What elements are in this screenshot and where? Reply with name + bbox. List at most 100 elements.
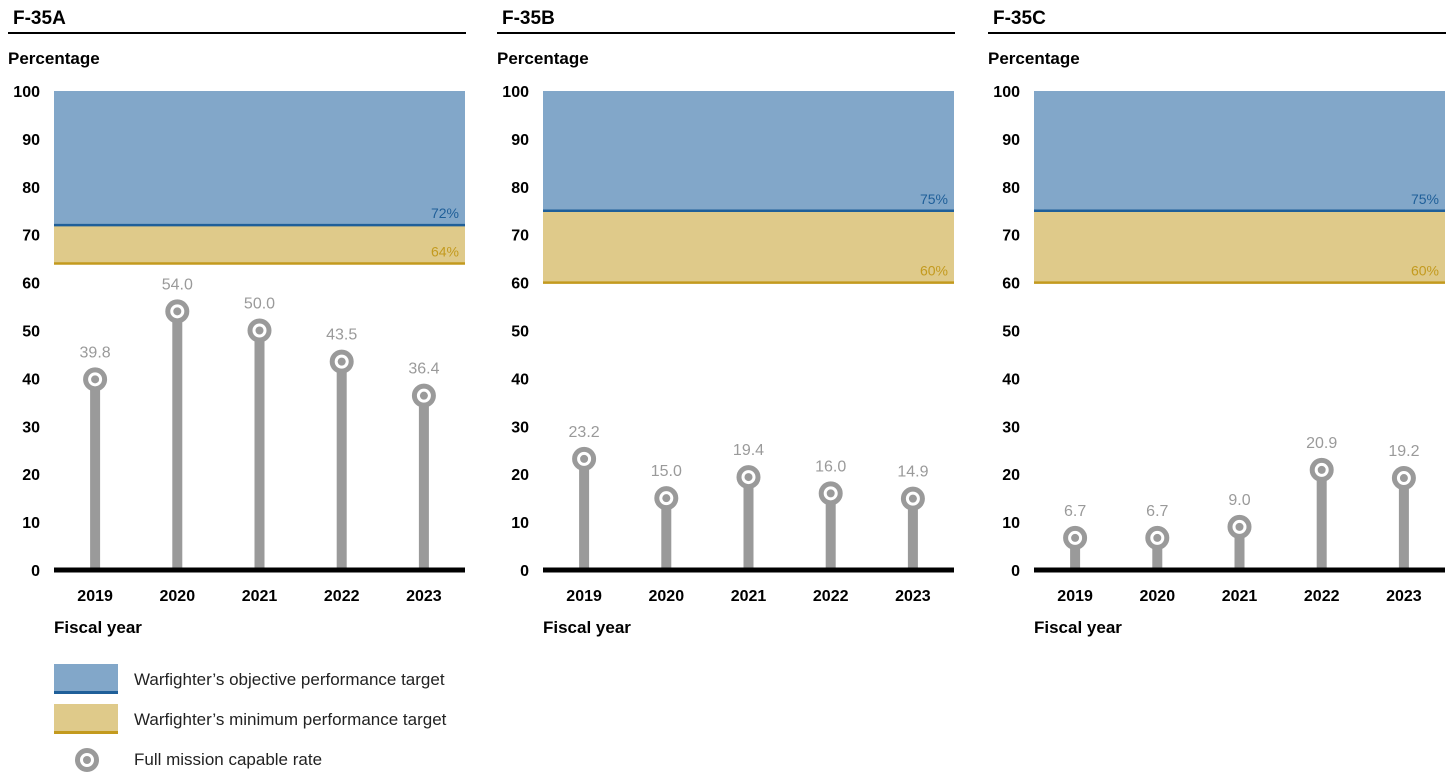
f-35a-y-tick-100: 100 <box>13 84 40 101</box>
legend: Warfighter’s objective performance targe… <box>54 664 554 784</box>
f-35b-y-tick-0: 0 <box>520 563 529 580</box>
f-35c-x-axis-title: Fiscal year <box>1034 618 1122 637</box>
f-35a-x-axis-title: Fiscal year <box>54 618 142 637</box>
f-35a-value-label-2019: 39.8 <box>80 344 111 361</box>
f-35a-title: F-35A <box>13 8 66 29</box>
f-35a-y-tick-50: 50 <box>22 324 40 341</box>
f-35a-marker-dot-2019 <box>91 375 100 384</box>
f-35a-objective-label: 72% <box>431 205 459 221</box>
f-35b-y-axis-title: Percentage <box>497 49 589 68</box>
f-35b-x-axis-title: Fiscal year <box>543 618 631 637</box>
f-35b-y-tick-50: 50 <box>511 324 529 341</box>
f-35a-objective-band <box>54 91 465 226</box>
f-35a-minimum-label: 64% <box>431 243 459 259</box>
f-35a-marker-dot-2021 <box>255 326 264 335</box>
f-35b-x-tick-2021: 2021 <box>731 588 767 605</box>
f-35c-objective-band <box>1034 91 1445 211</box>
f-35b-minimum-band <box>543 210 954 283</box>
f-35b-marker-dot-2020 <box>662 494 671 503</box>
f-35a-y-tick-0: 0 <box>31 563 40 580</box>
f-35c-objective-label: 75% <box>1411 191 1439 207</box>
f-35c-minimum-label: 60% <box>1411 263 1439 279</box>
f-35c-y-tick-80: 80 <box>1002 180 1020 197</box>
f-35c-marker-dot-2022 <box>1317 465 1326 474</box>
legend-item-fmc: Full mission capable rate <box>54 744 554 784</box>
f-35c-y-tick-60: 60 <box>1002 276 1020 293</box>
f-35b-value-label-2019: 23.2 <box>569 424 600 441</box>
f-35c-value-label-2021: 9.0 <box>1228 492 1250 509</box>
f-35c-marker-dot-2019 <box>1071 533 1080 542</box>
f-35a-marker-dot-2022 <box>337 357 346 366</box>
f-35c-y-tick-30: 30 <box>1002 419 1020 436</box>
f-35a-y-tick-70: 70 <box>22 228 40 245</box>
f-35c-y-tick-20: 20 <box>1002 467 1020 484</box>
f-35b-objective-label: 75% <box>920 191 948 207</box>
charts-container: F-35A Percentage 72% 64% 0 10 20 30 40 50 60 70 80 90… <box>8 8 1446 637</box>
f-35b-y-tick-30: 30 <box>511 419 529 436</box>
f-35c-value-label-2019: 6.7 <box>1064 503 1086 520</box>
f-35c-marker-dot-2021 <box>1235 522 1244 531</box>
f-35c-y-tick-100: 100 <box>993 84 1020 101</box>
f-35b-x-tick-2020: 2020 <box>649 588 685 605</box>
f-35a-value-label-2023: 36.4 <box>408 361 439 378</box>
f-35c-value-label-2023: 19.2 <box>1388 443 1419 460</box>
f-35b-x-tick-2022: 2022 <box>813 588 849 605</box>
f-35b-marker-dot-2023 <box>908 494 917 503</box>
f-35c-x-tick-2023: 2023 <box>1386 588 1422 605</box>
f-35b-y-tick-70: 70 <box>511 228 529 245</box>
f-35b-y-tick-20: 20 <box>511 467 529 484</box>
f-35c-x-tick-2020: 2020 <box>1140 588 1176 605</box>
f-35a-x-tick-2021: 2021 <box>242 588 278 605</box>
minimum-target-swatch <box>54 704 118 734</box>
f-35a-marker-dot-2023 <box>419 391 428 400</box>
f-35c-x-tick-2022: 2022 <box>1304 588 1340 605</box>
f-35a-y-tick-10: 10 <box>22 515 40 532</box>
f-35b-value-label-2021: 19.4 <box>733 442 764 459</box>
legend-label-minimum: Warfighter’s minimum performance target <box>134 710 447 729</box>
f-35c-y-tick-0: 0 <box>1011 563 1020 580</box>
f-35a-x-tick-2023: 2023 <box>406 588 442 605</box>
f-35b-title: F-35B <box>502 8 555 29</box>
f-35a-y-tick-30: 30 <box>22 419 40 436</box>
f-35a-y-axis-title: Percentage <box>8 49 100 68</box>
f-35c-y-tick-90: 90 <box>1002 132 1020 149</box>
f-35b-x-tick-2023: 2023 <box>895 588 931 605</box>
f-35c-value-label-2022: 20.9 <box>1306 435 1337 452</box>
f-35b-x-tick-2019: 2019 <box>566 588 602 605</box>
f-35a-x-tick-2020: 2020 <box>160 588 196 605</box>
f-35c-y-tick-50: 50 <box>1002 324 1020 341</box>
f-35c-value-label-2020: 6.7 <box>1146 503 1168 520</box>
f-35b-minimum-label: 60% <box>920 263 948 279</box>
f-35c-y-tick-70: 70 <box>1002 228 1020 245</box>
legend-item-minimum: Warfighter’s minimum performance target <box>54 704 554 744</box>
f-35c-minimum-band <box>1034 210 1445 283</box>
f-35b-objective-band <box>543 91 954 211</box>
f-35c-x-tick-2021: 2021 <box>1222 588 1258 605</box>
f-35c-marker-dot-2020 <box>1153 533 1162 542</box>
fmc-marker-icon <box>75 748 99 772</box>
f-35a-y-tick-80: 80 <box>22 180 40 197</box>
f-35b-y-tick-10: 10 <box>511 515 529 532</box>
f-35a-x-tick-2022: 2022 <box>324 588 360 605</box>
f-35b-y-tick-60: 60 <box>511 276 529 293</box>
legend-label-fmc: Full mission capable rate <box>134 750 323 769</box>
f-35a-value-label-2022: 43.5 <box>326 327 357 344</box>
f-35c-y-tick-40: 40 <box>1002 371 1020 388</box>
f-35a-y-tick-20: 20 <box>22 467 40 484</box>
legend-label-objective: Warfighter’s objective performance targe… <box>134 670 445 689</box>
f-35c-marker-dot-2023 <box>1399 474 1408 483</box>
f-35a-value-label-2021: 50.0 <box>244 296 275 313</box>
f-35b-y-tick-80: 80 <box>511 180 529 197</box>
f-35a-y-tick-40: 40 <box>22 371 40 388</box>
f-35b-value-label-2020: 15.0 <box>651 463 682 480</box>
f-35b-y-tick-100: 100 <box>502 84 529 101</box>
f-35c-y-axis-title: Percentage <box>988 49 1080 68</box>
f-35b-marker-dot-2021 <box>744 473 753 482</box>
f-35a-y-tick-60: 60 <box>22 276 40 293</box>
f-35c-title: F-35C <box>993 8 1046 29</box>
objective-target-swatch <box>54 664 118 694</box>
f-35a-y-tick-90: 90 <box>22 132 40 149</box>
f-35a-marker-dot-2020 <box>173 307 182 316</box>
f-35a-minimum-band <box>54 225 465 264</box>
f-35a-value-label-2020: 54.0 <box>162 276 193 293</box>
